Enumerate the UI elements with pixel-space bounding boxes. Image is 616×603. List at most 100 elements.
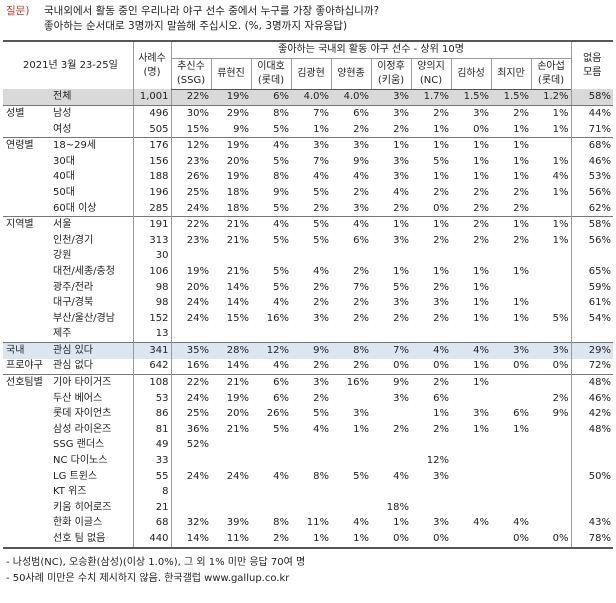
value-cell: 8% (251, 105, 292, 122)
value-cell: 3% (451, 105, 492, 122)
value-cell: 36% (170, 422, 212, 438)
value-cell (371, 327, 411, 343)
value-cell (251, 500, 291, 516)
value-cell: 28% (211, 342, 252, 359)
value-cell (331, 249, 371, 265)
none-value: 58% (570, 89, 614, 107)
value-cell (291, 500, 331, 516)
table-row: 부산/울산/경남 152 24% 15% 16% 3% 2% 2% 2% 1% 1% 5% 54% (3, 310, 614, 327)
case-count: 98 (132, 279, 172, 296)
value-cell: 23% (170, 232, 212, 249)
value-cell: 26% (266, 408, 290, 420)
value-cell: 0% (433, 202, 450, 214)
value-cell (491, 374, 532, 391)
player-header: 양현종 (330, 58, 372, 90)
value-cell: 8% (273, 517, 290, 529)
group-label: 연령별 (3, 137, 49, 154)
value-cell (491, 484, 531, 500)
value-cell: 1% (552, 234, 569, 246)
subgroup-label: 롯데 자이언츠 (53, 408, 112, 420)
value-cell: 5% (273, 202, 290, 214)
group-label (3, 264, 49, 280)
value-cell: 2% (552, 392, 569, 404)
value-cell: 1% (513, 423, 530, 435)
value-cell: 1% (433, 171, 450, 183)
player-name: 류현진 (217, 67, 245, 79)
player-header: 양의지 (NC) (410, 58, 452, 90)
value-cell: 1% (371, 216, 412, 233)
value-cell: 9% (273, 186, 290, 198)
value-cell (371, 484, 411, 500)
case-count: 505 (132, 121, 172, 138)
value-cell: 1.7% (411, 89, 452, 107)
table-row: 프로야구 관심 없다 642 16% 14% 4% 2% 2% 0% 0% 1% 0% 0% 72% (3, 358, 614, 375)
value-cell: 1% (411, 137, 452, 154)
value-cell: 7% (291, 105, 332, 122)
subgroup-label: 60대 이상 (53, 202, 97, 214)
value-cell: 4.0% (291, 89, 332, 107)
group-label (3, 422, 49, 438)
group-label (3, 122, 49, 138)
value-cell: 2% (433, 186, 450, 198)
value-cell (531, 280, 571, 296)
none-value: 71% (570, 121, 614, 138)
unknown-label: 모름 (583, 66, 602, 78)
value-cell (451, 469, 491, 485)
none-value: 46% (570, 390, 614, 407)
subgroup-label: 50대 (53, 186, 75, 198)
value-cell: 9% (353, 155, 370, 167)
survey-date: 2021년 3월 23-25일 (23, 59, 118, 71)
case-count: 313 (132, 232, 172, 249)
value-cell: 3% (371, 89, 412, 107)
value-cell: 2% (473, 234, 490, 246)
none-value: 72% (570, 358, 614, 375)
group-label (3, 280, 49, 296)
subgroup-label: 남성 (49, 105, 134, 122)
subgroup-label: 서울 (49, 216, 134, 233)
value-cell: 1% (393, 265, 410, 277)
value-cell: 3% (353, 202, 370, 214)
group-label (3, 516, 49, 532)
value-cell (491, 327, 531, 343)
value-cell: 4% (393, 470, 410, 482)
value-cell (531, 516, 571, 532)
value-cell: 1% (473, 265, 490, 277)
case-count: 152 (132, 310, 172, 327)
player-name: 김광현 (297, 67, 325, 79)
value-cell: 3% (393, 392, 410, 404)
value-cell: 18% (226, 202, 250, 214)
value-cell: 4% (552, 171, 569, 183)
value-cell: 21% (211, 216, 252, 233)
value-cell: 1% (371, 137, 412, 154)
value-cell (211, 453, 251, 469)
value-cell (291, 484, 331, 500)
value-cell: 6% (251, 374, 292, 391)
subgroup-label: 기아 타이거즈 (49, 374, 134, 391)
value-cell: 1% (473, 312, 490, 324)
value-cell (491, 280, 531, 296)
value-cell: 23% (170, 153, 212, 170)
value-cell: 2% (393, 123, 410, 135)
value-cell: 3% (473, 408, 490, 420)
subgroup-label: 광주/전라 (53, 281, 94, 293)
table-row: 선호 팀 없음 440 14% 11% 2% 1% 1% 0% 0% 0% 0% 78% (3, 531, 614, 549)
value-cell: 5% (313, 234, 330, 246)
value-cell (451, 438, 491, 454)
table-row: 여성 505 15% 9% 5% 1% 2% 2% 1% 0% 1% 1% 71% (3, 121, 614, 138)
none-value: 61% (570, 295, 614, 311)
value-cell: 8% (273, 171, 290, 183)
results-table: 2021년 3월 23-25일 사례수 (명) 좋아하는 국내외 활동 야구 선… (3, 40, 614, 549)
subgroup-label: 제주 (53, 328, 72, 340)
group-label (3, 484, 49, 500)
value-cell (331, 453, 371, 469)
value-cell: 4% (513, 517, 530, 529)
value-cell: 3% (433, 470, 450, 482)
group-label: 선호팀별 (3, 374, 49, 391)
case-count: 191 (132, 216, 172, 233)
player-name: 손아섭 (537, 60, 565, 72)
value-cell (251, 438, 291, 454)
value-cell (291, 249, 331, 265)
value-cell (170, 453, 212, 469)
value-cell: 21% (211, 374, 252, 391)
player-name: 추신수 (177, 60, 205, 72)
